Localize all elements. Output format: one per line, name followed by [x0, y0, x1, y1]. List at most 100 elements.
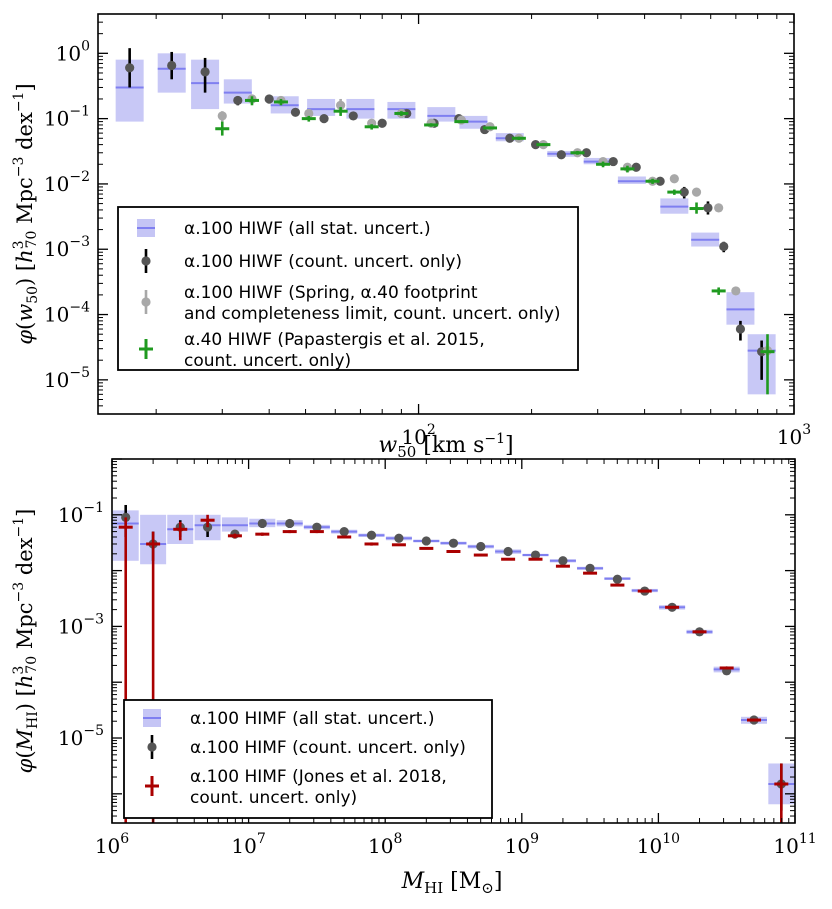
wf-grey-point-19: [731, 286, 741, 296]
wf-grey-point-17: [691, 187, 702, 197]
mf-dark-point-12-marker: [448, 538, 459, 548]
wf-dark-point-14-marker: [531, 140, 541, 150]
mf-dark-point-11: [421, 536, 431, 546]
mf-dark-point-18: [612, 574, 622, 584]
mf-dark-point-12: [448, 538, 459, 548]
mf-dark-point-8-marker: [339, 527, 349, 537]
mf-legend-label-line2: count. uncert. only): [190, 788, 357, 808]
mf-red-point-14: [501, 557, 516, 561]
mf-red-point-6: [282, 530, 297, 534]
mf-red-point-2: [173, 521, 188, 541]
wf-green-point-10: [511, 136, 526, 141]
wf-green-point-13: [596, 161, 611, 168]
wf-dark-point-14: [531, 140, 541, 150]
wf-green-point-12: [570, 150, 585, 155]
mf-dark-point-5: [257, 518, 267, 529]
wf-dark-point-17: [608, 156, 618, 167]
mf-box-point-4: [221, 517, 248, 532]
wf-legend: α.100 HIWF (all stat. uncert.) α.100 HIWF…: [117, 206, 579, 371]
mf-x-tick-label: 1011: [773, 831, 816, 858]
mf-red-point-10: [391, 543, 406, 547]
mf-red-point-20: [665, 605, 680, 609]
wf-grey-point-18: [714, 203, 724, 213]
mf-legend-handle-box: [143, 709, 161, 727]
mf-red-point-22: [719, 666, 734, 670]
mf-dark-point-10: [394, 533, 404, 543]
mf-dark-point-8: [339, 527, 349, 537]
wf-x-tick-label: 102: [401, 422, 435, 449]
wf-legend-label: α.100 HIWF (count. uncert. only): [184, 252, 462, 272]
mf-red-point-7: [309, 530, 324, 534]
wf-dark-point-3-marker: [233, 95, 243, 106]
mf-dark-point-13-marker: [476, 541, 486, 552]
mf-legend-label: α.100 HIMF (Jones et al. 2018,: [190, 767, 447, 787]
wf-green-point-9: [483, 126, 498, 130]
wf-x-tick-label: 103: [777, 422, 811, 449]
wf-y-tick-label: 10−4: [44, 300, 90, 327]
wf-grey-point-0: [217, 111, 227, 122]
wf-dark-point-19: [655, 176, 665, 186]
mf-red-point-15: [528, 557, 543, 561]
wf-box-point-16: [726, 292, 755, 325]
wf-green-point-5: [364, 124, 379, 130]
wf-dark-point-8-marker: [377, 118, 387, 128]
wf-legend-handle-dark: [141, 249, 151, 273]
mf-dark-point-17-marker: [585, 563, 595, 573]
mf-legend-label: α.100 HIMF (all stat. uncert.): [190, 709, 434, 729]
mass-function-panel: 106 107 108 109 1010 1011 10−1 10−3 10−5 MHI [M⊙…: [11, 458, 817, 897]
wf-dark-point-6-marker: [319, 114, 329, 124]
wf-legend-frame: [117, 206, 579, 371]
wf-legend-label: α.100 HIWF (Spring, α.40 footprint: [184, 283, 478, 303]
wf-dark-point-20: [679, 186, 689, 199]
mf-dark-point-9: [366, 530, 377, 540]
mf-y-tick-label: 10−3: [58, 611, 104, 638]
mf-red-point-21: [692, 630, 707, 634]
wf-y-tick-label: 10−1: [44, 104, 90, 131]
wf-green-point-7: [424, 123, 439, 127]
mf-y-axis-label: φ(MHI) [h370 Mpc−3 dex−1]: [11, 509, 41, 774]
wf-green-point-17: [689, 202, 704, 214]
wf-grey-point-4-marker: [336, 100, 346, 110]
mf-dark-point-5-marker: [257, 518, 267, 529]
mf-red-point-24: [774, 763, 789, 823]
mf-red-point-18: [610, 583, 625, 587]
wf-green-point-11: [536, 143, 551, 147]
wf-dark-point-3: [233, 95, 243, 106]
wf-grey-point-17-marker: [691, 187, 702, 197]
mf-x-tick-label: 108: [368, 831, 402, 858]
mf-dark-point-16: [558, 556, 568, 566]
wf-grey-point-3-marker: [304, 108, 314, 119]
wf-dark-point-6: [319, 114, 329, 124]
wf-green-point-0: [215, 121, 230, 136]
mf-red-point-19: [637, 589, 652, 593]
wf-green-point-15: [645, 178, 660, 184]
wf-dark-point-16-marker: [581, 148, 592, 158]
wf-green-point-6: [394, 111, 409, 116]
wf-grey-point-0-marker: [217, 111, 227, 121]
mf-red-point-9: [364, 542, 379, 546]
wf-box-point-14: [660, 198, 689, 214]
wf-dark-point-1: [167, 51, 177, 80]
mf-red-point-23: [746, 718, 761, 722]
wf-green-point-18: [711, 287, 726, 295]
mf-dark-point-16-marker: [558, 556, 568, 566]
wf-legend-handle-box: [137, 219, 155, 237]
wf-dark-point-8: [377, 118, 387, 128]
wf-dark-point-1-marker: [167, 60, 177, 71]
mf-red-point-11: [419, 546, 434, 550]
mf-red-point-17: [583, 571, 598, 575]
mf-legend: α.100 HIMF (all stat. uncert.) α.100 HIMF…: [123, 699, 493, 819]
mf-legend-frame: [123, 699, 493, 819]
wf-dark-point-7: [348, 111, 358, 121]
mf-plot-frame: [111, 458, 796, 824]
mf-legend-handle-dark: [147, 735, 157, 759]
wf-green-point-2: [273, 98, 288, 106]
wf-y-tick-label: 10−2: [44, 169, 90, 196]
mf-dark-point-7: [312, 522, 322, 532]
mf-dark-point-14: [503, 546, 513, 557]
wf-green-point-4: [333, 107, 348, 116]
wf-grey-point-16-marker: [669, 174, 679, 184]
mf-dark-point-13: [476, 541, 486, 552]
wf-legend-label-line2: and completeness limit, count. uncert. o…: [184, 304, 561, 324]
